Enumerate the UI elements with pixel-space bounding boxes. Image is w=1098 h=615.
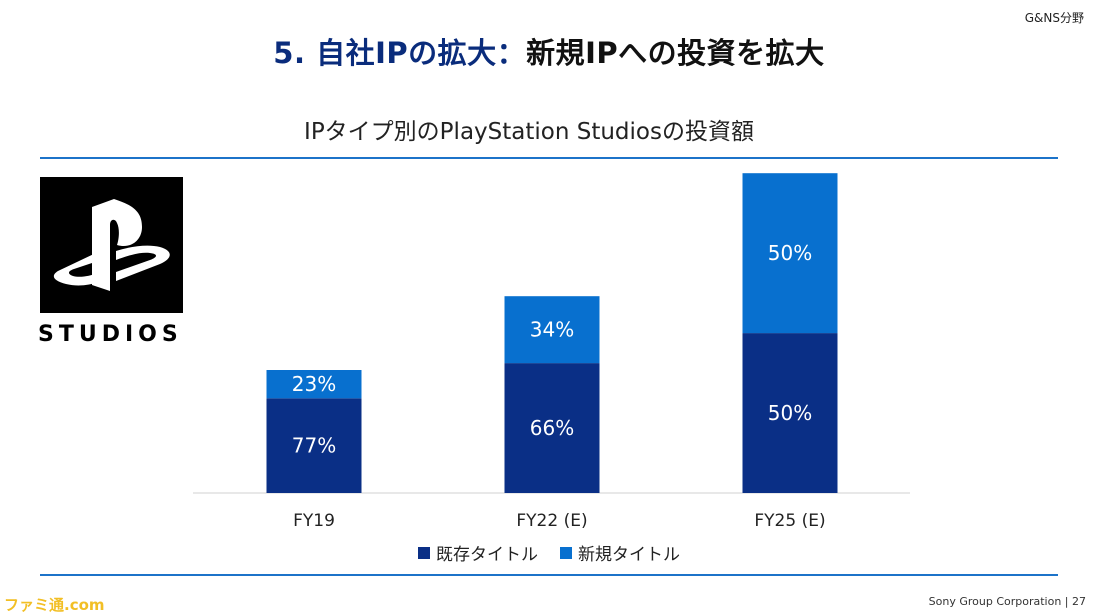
legend-label-existing: 既存タイトル <box>436 545 538 565</box>
legend-item-new: 新規タイトル <box>560 540 680 565</box>
slide-title-prefix: 5. 自社IPの拡大： <box>273 36 527 70</box>
top-divider <box>40 157 1058 159</box>
bar-fy25-new <box>742 173 838 334</box>
data-label-fy25-new: 50% <box>768 241 812 265</box>
x-tick-label-fy25: FY25 (E) <box>754 511 825 531</box>
legend-swatch-existing <box>418 546 430 559</box>
bar-group: 77% 23% 66% 34% 50% 50% <box>266 173 838 493</box>
data-label-fy22-new: 34% <box>530 318 574 342</box>
bar-fy19-new <box>266 370 362 399</box>
legend-label-new: 新規タイトル <box>578 545 680 565</box>
slide-title: 5. 自社IPの拡大：新規IPへの投資を拡大 <box>0 30 1098 72</box>
legend: 既存タイトル 新規タイトル <box>0 540 1098 565</box>
legend-swatch-new <box>560 546 572 559</box>
bar-fy19-existing <box>266 398 362 493</box>
data-label-fy19-new: 23% <box>292 372 336 396</box>
data-label-fy19-existing: 77% <box>292 434 336 458</box>
bar-fy22-new <box>504 296 600 364</box>
segment-tag: G&NS分野 <box>1024 11 1084 25</box>
legend-item-existing: 既存タイトル <box>418 540 538 565</box>
x-tick-label-fy22: FY22 (E) <box>516 511 587 531</box>
bottom-divider <box>40 574 1058 576</box>
data-label-fy22-existing: 66% <box>530 416 574 440</box>
data-label-fy25-existing: 50% <box>768 401 812 425</box>
slide-title-main: 新規IPへの投資を拡大 <box>526 36 825 70</box>
studios-wordmark: STUDIOS <box>38 322 183 347</box>
bar-fy25-existing <box>742 333 838 493</box>
chart-title: IPタイプ別のPlayStation Studiosの投資額 <box>304 119 754 145</box>
x-tick-label-fy19: FY19 <box>293 511 335 531</box>
watermark-logo: ファミ通.com <box>4 596 105 614</box>
playstation-logo-icon <box>40 177 183 313</box>
bar-fy22-existing <box>504 363 600 493</box>
footer-company: Sony Group Corporation | 27 <box>928 595 1086 608</box>
